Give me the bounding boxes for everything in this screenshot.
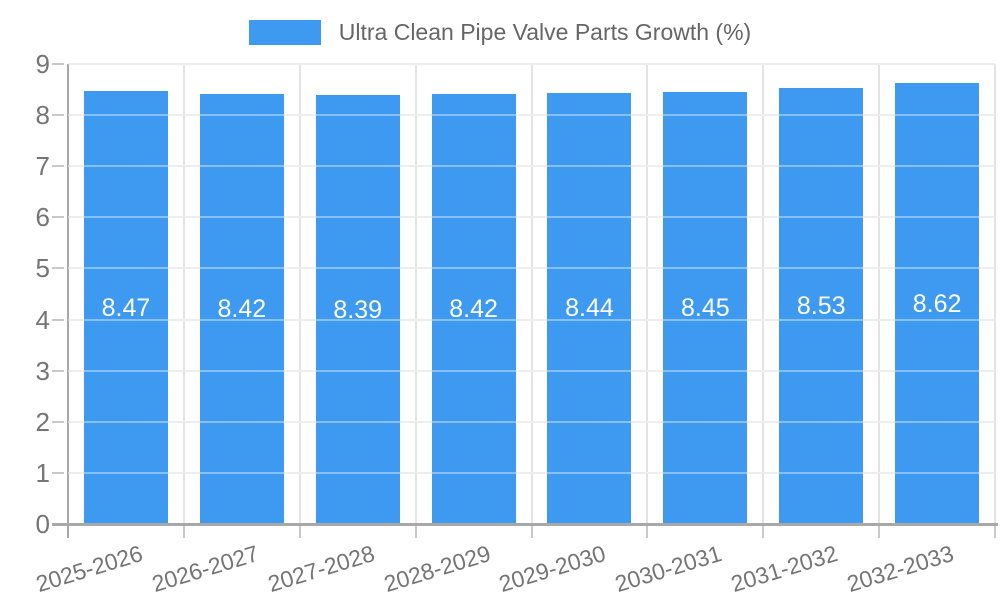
v-gridline xyxy=(762,64,765,524)
y-axis-line xyxy=(67,64,69,538)
h-gridline-overlay xyxy=(68,63,995,65)
y-tick-label: 9 xyxy=(35,49,50,79)
x-tick-mark xyxy=(414,526,417,538)
y-tick-label: 1 xyxy=(35,457,50,488)
y-tick-mark xyxy=(52,318,64,321)
x-tick-mark xyxy=(646,526,649,538)
v-gridline xyxy=(994,64,996,524)
y-tick-mark xyxy=(52,114,64,117)
y-tick-mark xyxy=(52,471,64,474)
bar-value-label: 8.42 xyxy=(217,294,267,323)
x-tick-mark xyxy=(878,526,881,538)
bar-value-label: 8.53 xyxy=(796,292,846,320)
y-tick-label: 6 xyxy=(35,202,50,233)
v-gridline xyxy=(414,64,417,524)
h-gridline-overlay xyxy=(68,318,995,321)
y-tick-label: 5 xyxy=(35,253,50,284)
y-tick-mark xyxy=(52,369,64,372)
bar: 8.53 xyxy=(779,88,864,524)
bar: 8.39 xyxy=(315,95,400,524)
y-tick-mark xyxy=(52,165,64,168)
v-gridline xyxy=(530,64,533,524)
v-gridline xyxy=(182,64,185,524)
y-tick-label: 2 xyxy=(35,406,50,437)
y-tick-mark xyxy=(52,216,64,219)
v-gridline xyxy=(878,64,881,524)
h-gridline-overlay xyxy=(68,165,995,168)
bar-value-label: 8.44 xyxy=(565,294,614,323)
chart-legend: Ultra Clean Pipe Valve Parts Growth (%) xyxy=(0,16,1000,48)
v-gridline xyxy=(298,64,301,524)
bar: 8.45 xyxy=(663,92,748,524)
y-tick-mark xyxy=(52,420,64,423)
y-tick-label: 4 xyxy=(35,304,50,335)
x-tick-mark xyxy=(182,526,185,538)
h-gridline-overlay xyxy=(68,216,995,219)
y-tick-label: 7 xyxy=(35,151,50,182)
x-tick-mark xyxy=(530,526,533,538)
bar-value-label: 8.42 xyxy=(449,294,498,323)
h-gridline-overlay xyxy=(68,471,995,474)
bar-value-label: 8.47 xyxy=(101,293,151,322)
bar: 8.62 xyxy=(895,83,980,524)
x-tick-mark xyxy=(762,526,765,538)
h-gridline-overlay xyxy=(68,267,995,270)
bar: 8.47 xyxy=(83,91,168,524)
h-gridline-overlay xyxy=(68,369,995,372)
x-tick-mark xyxy=(994,526,996,538)
bar: 8.44 xyxy=(547,92,632,524)
bar-value-label: 8.45 xyxy=(680,294,730,323)
bar-value-label: 8.39 xyxy=(333,295,383,324)
y-tick-label: 3 xyxy=(35,355,50,386)
x-axis-line xyxy=(52,523,998,526)
v-gridline xyxy=(646,64,649,524)
legend-swatch xyxy=(248,19,321,45)
bar-value-label: 8.62 xyxy=(912,289,962,318)
y-tick-label: 8 xyxy=(35,100,50,131)
h-gridline-overlay xyxy=(68,114,995,117)
bar: 8.42 xyxy=(199,93,284,524)
h-gridline-overlay xyxy=(68,420,995,423)
legend-series-label: Ultra Clean Pipe Valve Parts Growth (%) xyxy=(338,19,752,45)
y-tick-mark xyxy=(52,63,64,65)
x-tick-mark xyxy=(298,526,301,538)
y-tick-label: 0 xyxy=(35,509,50,539)
bar: 8.42 xyxy=(431,93,516,524)
y-tick-mark xyxy=(52,267,64,270)
